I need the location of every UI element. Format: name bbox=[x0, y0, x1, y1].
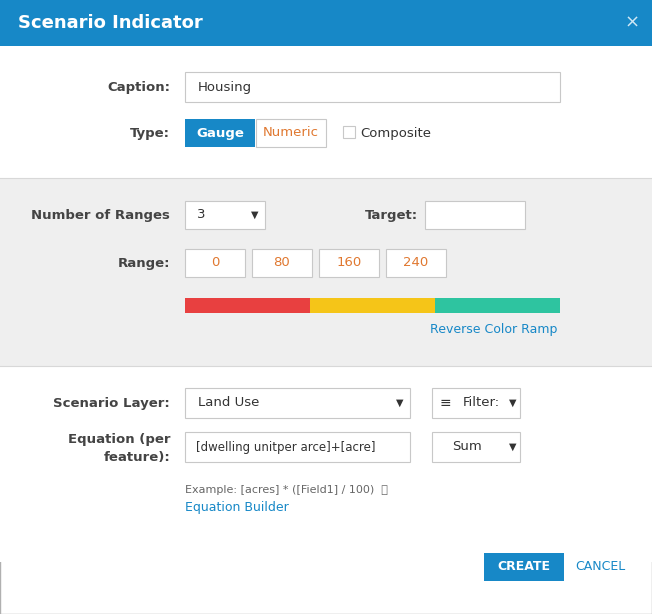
Bar bbox=[185, 119, 255, 147]
Text: 160: 160 bbox=[336, 257, 362, 270]
Bar bbox=[0, 0, 652, 46]
Bar bbox=[432, 432, 520, 462]
Bar bbox=[0, 46, 652, 178]
Text: ▼: ▼ bbox=[396, 398, 404, 408]
Text: Scenario Indicator: Scenario Indicator bbox=[18, 14, 203, 32]
Bar bbox=[185, 388, 410, 418]
Text: [dwelling unitper arce]+[acre]: [dwelling unitper arce]+[acre] bbox=[196, 440, 376, 454]
Text: ×: × bbox=[625, 14, 640, 32]
Text: Sum: Sum bbox=[452, 440, 482, 454]
Text: ▼: ▼ bbox=[251, 210, 259, 220]
Bar bbox=[185, 249, 245, 277]
Text: ▼: ▼ bbox=[509, 398, 517, 408]
Bar bbox=[185, 201, 265, 229]
Bar bbox=[435, 298, 560, 313]
Bar bbox=[343, 126, 355, 138]
Text: Housing: Housing bbox=[198, 82, 252, 95]
Bar bbox=[256, 119, 326, 147]
Bar bbox=[0, 178, 652, 366]
Text: Type:: Type: bbox=[130, 126, 170, 139]
Text: Filter:: Filter: bbox=[463, 397, 500, 410]
Bar bbox=[310, 298, 435, 313]
Text: ▼: ▼ bbox=[509, 442, 517, 452]
Bar bbox=[432, 388, 520, 418]
Bar bbox=[484, 553, 564, 581]
Bar bbox=[386, 249, 446, 277]
Text: feature):: feature): bbox=[103, 451, 170, 464]
Text: Gauge: Gauge bbox=[196, 126, 244, 139]
Text: CANCEL: CANCEL bbox=[575, 561, 625, 573]
Text: Reverse Color Ramp: Reverse Color Ramp bbox=[430, 324, 557, 336]
Bar bbox=[319, 249, 379, 277]
Text: Example: [acres] * ([Field1] / 100)  ❓: Example: [acres] * ([Field1] / 100) ❓ bbox=[185, 485, 388, 495]
Text: 240: 240 bbox=[404, 257, 428, 270]
Bar bbox=[425, 201, 525, 229]
Text: 0: 0 bbox=[211, 257, 219, 270]
Text: Range:: Range: bbox=[117, 257, 170, 270]
Text: Number of Ranges: Number of Ranges bbox=[31, 209, 170, 222]
Text: Numeric: Numeric bbox=[263, 126, 319, 139]
Text: Target:: Target: bbox=[365, 209, 418, 222]
Bar bbox=[185, 298, 310, 313]
Text: Equation (per: Equation (per bbox=[68, 432, 170, 446]
Bar bbox=[185, 432, 410, 462]
Bar bbox=[185, 72, 560, 102]
Text: Caption:: Caption: bbox=[107, 82, 170, 95]
Text: Composite: Composite bbox=[360, 126, 431, 139]
Text: CREATE: CREATE bbox=[497, 561, 550, 573]
Text: Equation Builder: Equation Builder bbox=[185, 502, 289, 515]
Bar bbox=[252, 249, 312, 277]
Text: Scenario Layer:: Scenario Layer: bbox=[53, 397, 170, 410]
Bar bbox=[0, 366, 652, 562]
Text: 3: 3 bbox=[197, 209, 205, 222]
Text: 80: 80 bbox=[274, 257, 290, 270]
Text: ≡: ≡ bbox=[439, 396, 451, 410]
Text: Land Use: Land Use bbox=[198, 397, 259, 410]
